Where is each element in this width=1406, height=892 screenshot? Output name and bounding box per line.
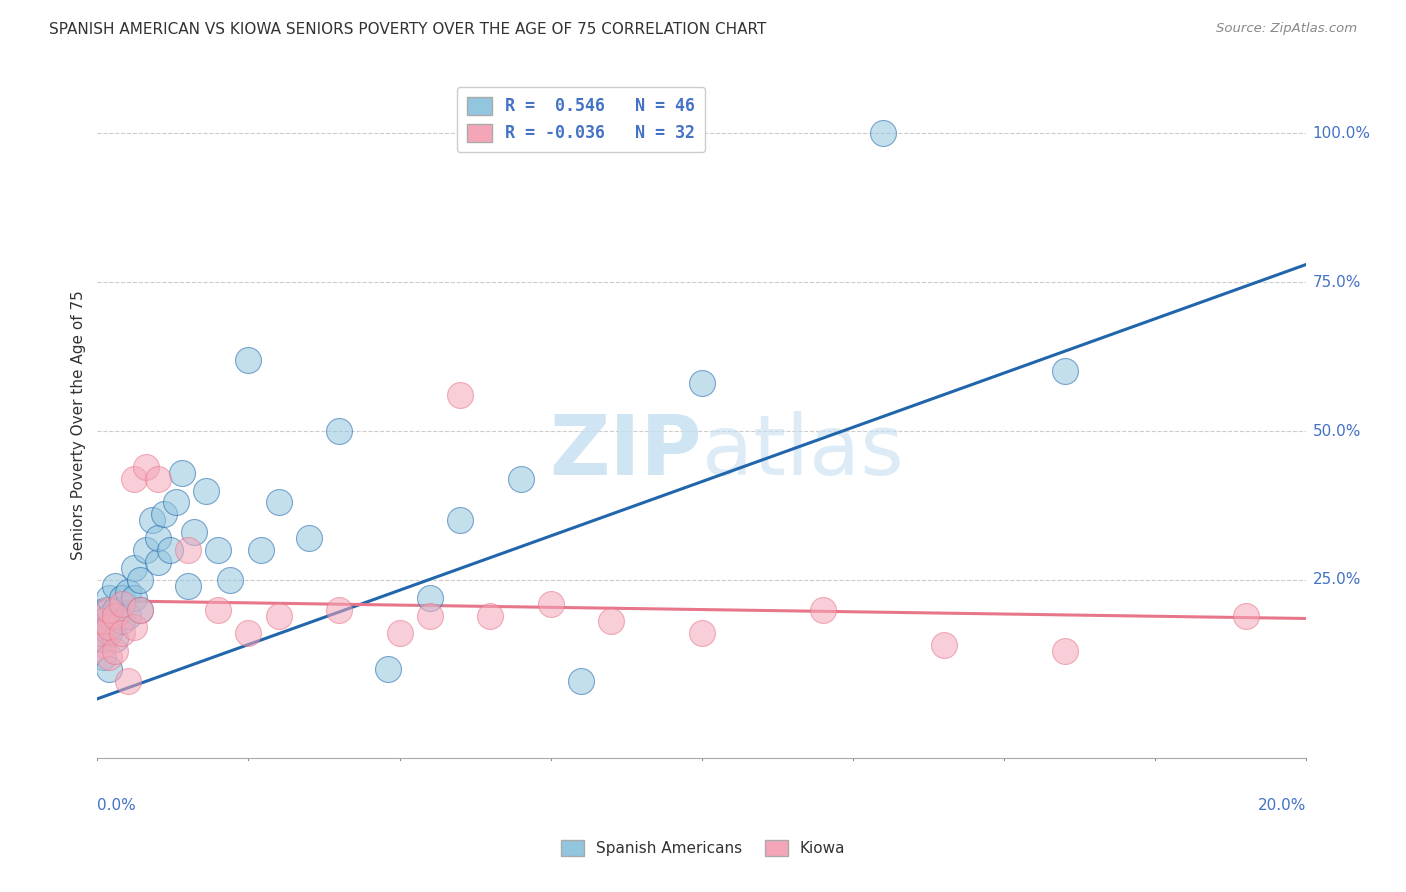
Point xyxy=(110,591,132,605)
Point xyxy=(89,626,111,640)
Point xyxy=(128,602,150,616)
Point xyxy=(146,531,169,545)
Point xyxy=(117,584,139,599)
Point xyxy=(98,608,121,623)
Point xyxy=(811,602,834,616)
Point xyxy=(98,662,121,676)
Point xyxy=(104,602,127,616)
Point xyxy=(135,543,157,558)
Point xyxy=(104,579,127,593)
Point xyxy=(110,597,132,611)
Y-axis label: Seniors Poverty Over the Age of 75: Seniors Poverty Over the Age of 75 xyxy=(72,290,86,560)
Point xyxy=(104,608,127,623)
Point xyxy=(195,483,218,498)
Point xyxy=(177,579,200,593)
Point xyxy=(98,602,121,616)
Point xyxy=(207,602,229,616)
Point xyxy=(249,543,271,558)
Point xyxy=(690,376,713,391)
Point xyxy=(449,513,471,527)
Text: 25.0%: 25.0% xyxy=(1313,573,1361,587)
Point xyxy=(93,615,115,629)
Point xyxy=(449,388,471,402)
Text: SPANISH AMERICAN VS KIOWA SENIORS POVERTY OVER THE AGE OF 75 CORRELATION CHART: SPANISH AMERICAN VS KIOWA SENIORS POVERT… xyxy=(49,22,766,37)
Point xyxy=(600,615,623,629)
Point xyxy=(128,573,150,587)
Point xyxy=(479,608,502,623)
Point xyxy=(146,472,169,486)
Point xyxy=(96,602,118,616)
Text: Source: ZipAtlas.com: Source: ZipAtlas.com xyxy=(1216,22,1357,36)
Point xyxy=(419,591,441,605)
Point xyxy=(122,561,145,575)
Point xyxy=(219,573,242,587)
Point xyxy=(98,591,121,605)
Point xyxy=(569,673,592,688)
Text: 50.0%: 50.0% xyxy=(1313,424,1361,439)
Point xyxy=(267,495,290,509)
Point xyxy=(135,459,157,474)
Point xyxy=(419,608,441,623)
Text: 20.0%: 20.0% xyxy=(1258,798,1306,814)
Text: 100.0%: 100.0% xyxy=(1313,126,1371,141)
Point xyxy=(141,513,163,527)
Point xyxy=(690,626,713,640)
Point xyxy=(110,626,132,640)
Point xyxy=(122,620,145,634)
Point xyxy=(93,632,115,647)
Point xyxy=(122,591,145,605)
Point xyxy=(207,543,229,558)
Point xyxy=(128,602,150,616)
Point xyxy=(98,650,121,665)
Point xyxy=(122,472,145,486)
Point xyxy=(932,638,955,652)
Point xyxy=(89,620,111,634)
Point xyxy=(1234,608,1257,623)
Point xyxy=(540,597,562,611)
Point xyxy=(177,543,200,558)
Point xyxy=(267,608,290,623)
Text: 0.0%: 0.0% xyxy=(97,798,136,814)
Point xyxy=(509,472,531,486)
Point xyxy=(872,127,894,141)
Point xyxy=(1053,364,1076,378)
Point xyxy=(159,543,181,558)
Point xyxy=(238,352,260,367)
Point xyxy=(93,650,115,665)
Point xyxy=(146,555,169,569)
Point xyxy=(98,626,121,640)
Point xyxy=(153,508,176,522)
Legend: Spanish Americans, Kiowa: Spanish Americans, Kiowa xyxy=(554,834,852,862)
Point xyxy=(110,615,132,629)
Text: atlas: atlas xyxy=(702,411,904,492)
Text: ZIP: ZIP xyxy=(550,411,702,492)
Point xyxy=(93,615,115,629)
Legend: R =  0.546   N = 46, R = -0.036   N = 32: R = 0.546 N = 46, R = -0.036 N = 32 xyxy=(457,87,706,153)
Point xyxy=(377,662,399,676)
Point xyxy=(388,626,411,640)
Point xyxy=(104,632,127,647)
Point xyxy=(328,602,350,616)
Point xyxy=(298,531,321,545)
Point xyxy=(93,638,115,652)
Text: 75.0%: 75.0% xyxy=(1313,275,1361,290)
Point xyxy=(165,495,187,509)
Point xyxy=(117,673,139,688)
Point xyxy=(98,620,121,634)
Point xyxy=(183,525,205,540)
Point xyxy=(104,644,127,658)
Point xyxy=(328,424,350,438)
Point xyxy=(1053,644,1076,658)
Point xyxy=(117,608,139,623)
Point xyxy=(170,466,193,480)
Point xyxy=(238,626,260,640)
